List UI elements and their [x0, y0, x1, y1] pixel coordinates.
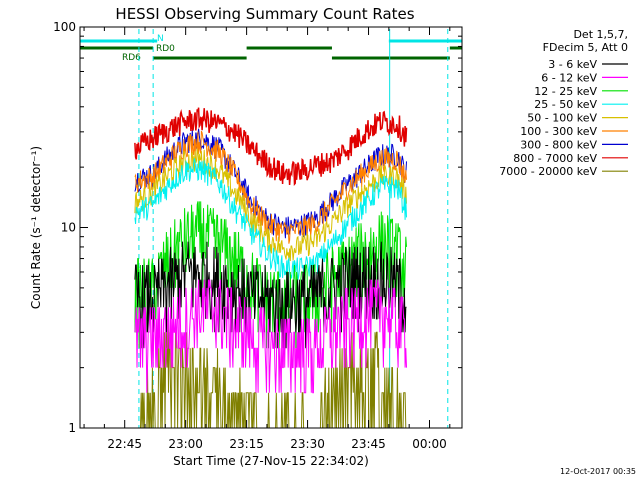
x-tick-label: 23:00 [168, 437, 203, 451]
legend-label: 800 - 7000 keV [513, 152, 597, 165]
x-tick-label: 22:45 [107, 437, 142, 451]
legend-label: 7000 - 20000 keV [499, 165, 597, 178]
legend-label: 50 - 100 keV [527, 112, 597, 125]
legend-header: Det 1,5,7, [573, 28, 628, 41]
x-tick-label: 23:30 [290, 437, 325, 451]
series-line [134, 279, 407, 394]
series-line [134, 130, 407, 244]
x-tick-label: 00:00 [412, 437, 447, 451]
flag-label-rd0: RD0 [156, 44, 175, 54]
x-axis-label: Start Time (27-Nov-15 22:34:02) [173, 454, 369, 468]
chart-title: HESSI Observing Summary Count Rates [115, 5, 414, 23]
legend-label: 3 - 6 keV [548, 58, 597, 71]
series-100-300-kev [134, 130, 407, 244]
legend-label: 25 - 50 keV [534, 98, 597, 111]
series-line [134, 148, 407, 262]
series-line [134, 158, 407, 281]
legend-label: 100 - 300 keV [520, 125, 597, 138]
series-800-7000-kev [134, 107, 408, 187]
series-6-12-kev [134, 279, 407, 394]
series-50-100-kev [134, 148, 407, 262]
y-axis-label: Count Rate (s⁻¹ detector⁻¹) [29, 146, 43, 309]
series-25-50-kev [134, 158, 407, 281]
y-tick-label: 10 [61, 221, 76, 235]
footer-timestamp: 12-Oct-2017 00:35 [560, 467, 636, 476]
x-tick-label: 23:15 [229, 437, 264, 451]
series-12-25-kev [134, 201, 407, 349]
legend-label: 300 - 800 keV [520, 138, 597, 151]
legend-label: 6 - 12 keV [541, 71, 597, 84]
y-tick-label: 100 [53, 20, 76, 34]
series-line [134, 107, 408, 187]
x-tick-label: 23:45 [351, 437, 386, 451]
series-line [134, 201, 407, 349]
flag-label-n: N [157, 34, 164, 44]
legend-label: 12 - 25 keV [534, 85, 597, 98]
flag-label-rd6: RD6 [122, 53, 141, 63]
legend-header: FDecim 5, Att 0 [543, 41, 628, 54]
y-tick-label: 1 [68, 421, 76, 435]
